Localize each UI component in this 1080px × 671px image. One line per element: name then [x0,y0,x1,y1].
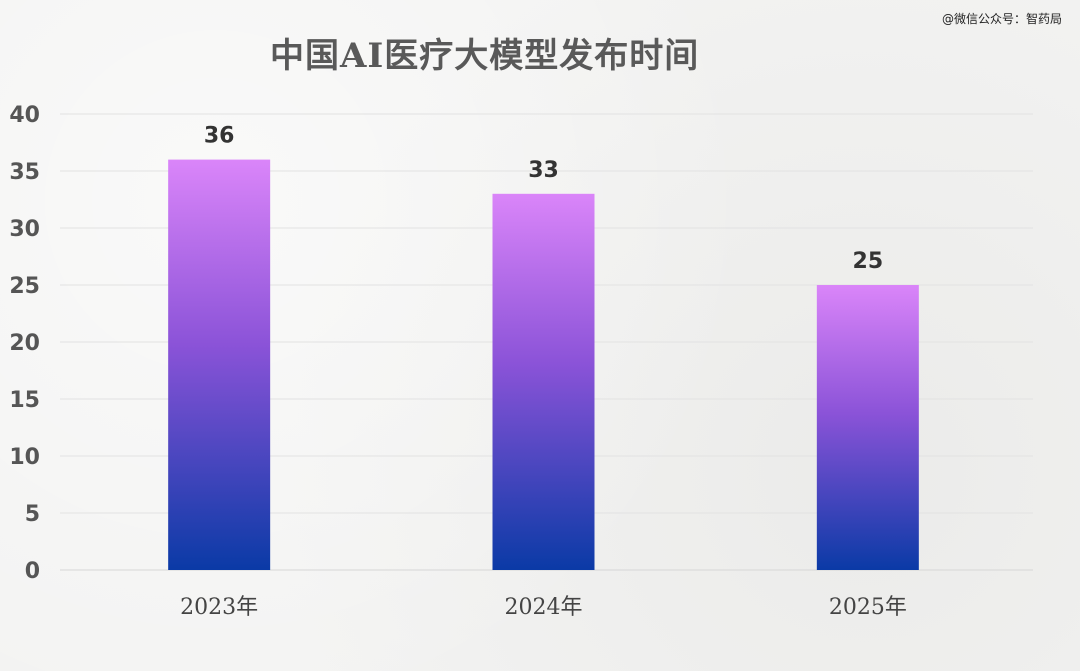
y-tick-label: 15 [9,388,40,413]
y-tick-label: 25 [9,274,40,299]
y-tick-label: 30 [9,217,40,242]
x-tick-label: 2023年 [180,595,258,620]
y-tick-label: 35 [9,160,40,185]
x-axis: 2023年 2024年 2025年 [180,595,907,620]
y-tick-label: 0 [25,559,40,584]
watermark-text: @微信公众号：智药局 [941,12,1062,26]
data-labels: 36 33 25 [204,124,883,274]
data-label: 25 [853,249,884,274]
y-tick-label: 40 [9,103,40,128]
bar [816,285,919,570]
chart-title: 中国AI医疗大模型发布时间 [270,36,700,76]
bar [492,193,595,571]
data-label: 33 [528,158,559,183]
data-label: 36 [204,124,235,149]
y-tick-label: 10 [9,445,40,470]
y-tick-label: 5 [25,502,40,527]
bar [168,159,271,570]
x-tick-label: 2024年 [505,595,583,620]
y-tick-label: 20 [9,331,40,356]
x-tick-label: 2025年 [829,595,907,620]
bars [168,159,919,571]
y-axis: 0 5 10 15 20 25 30 35 40 [9,103,40,584]
